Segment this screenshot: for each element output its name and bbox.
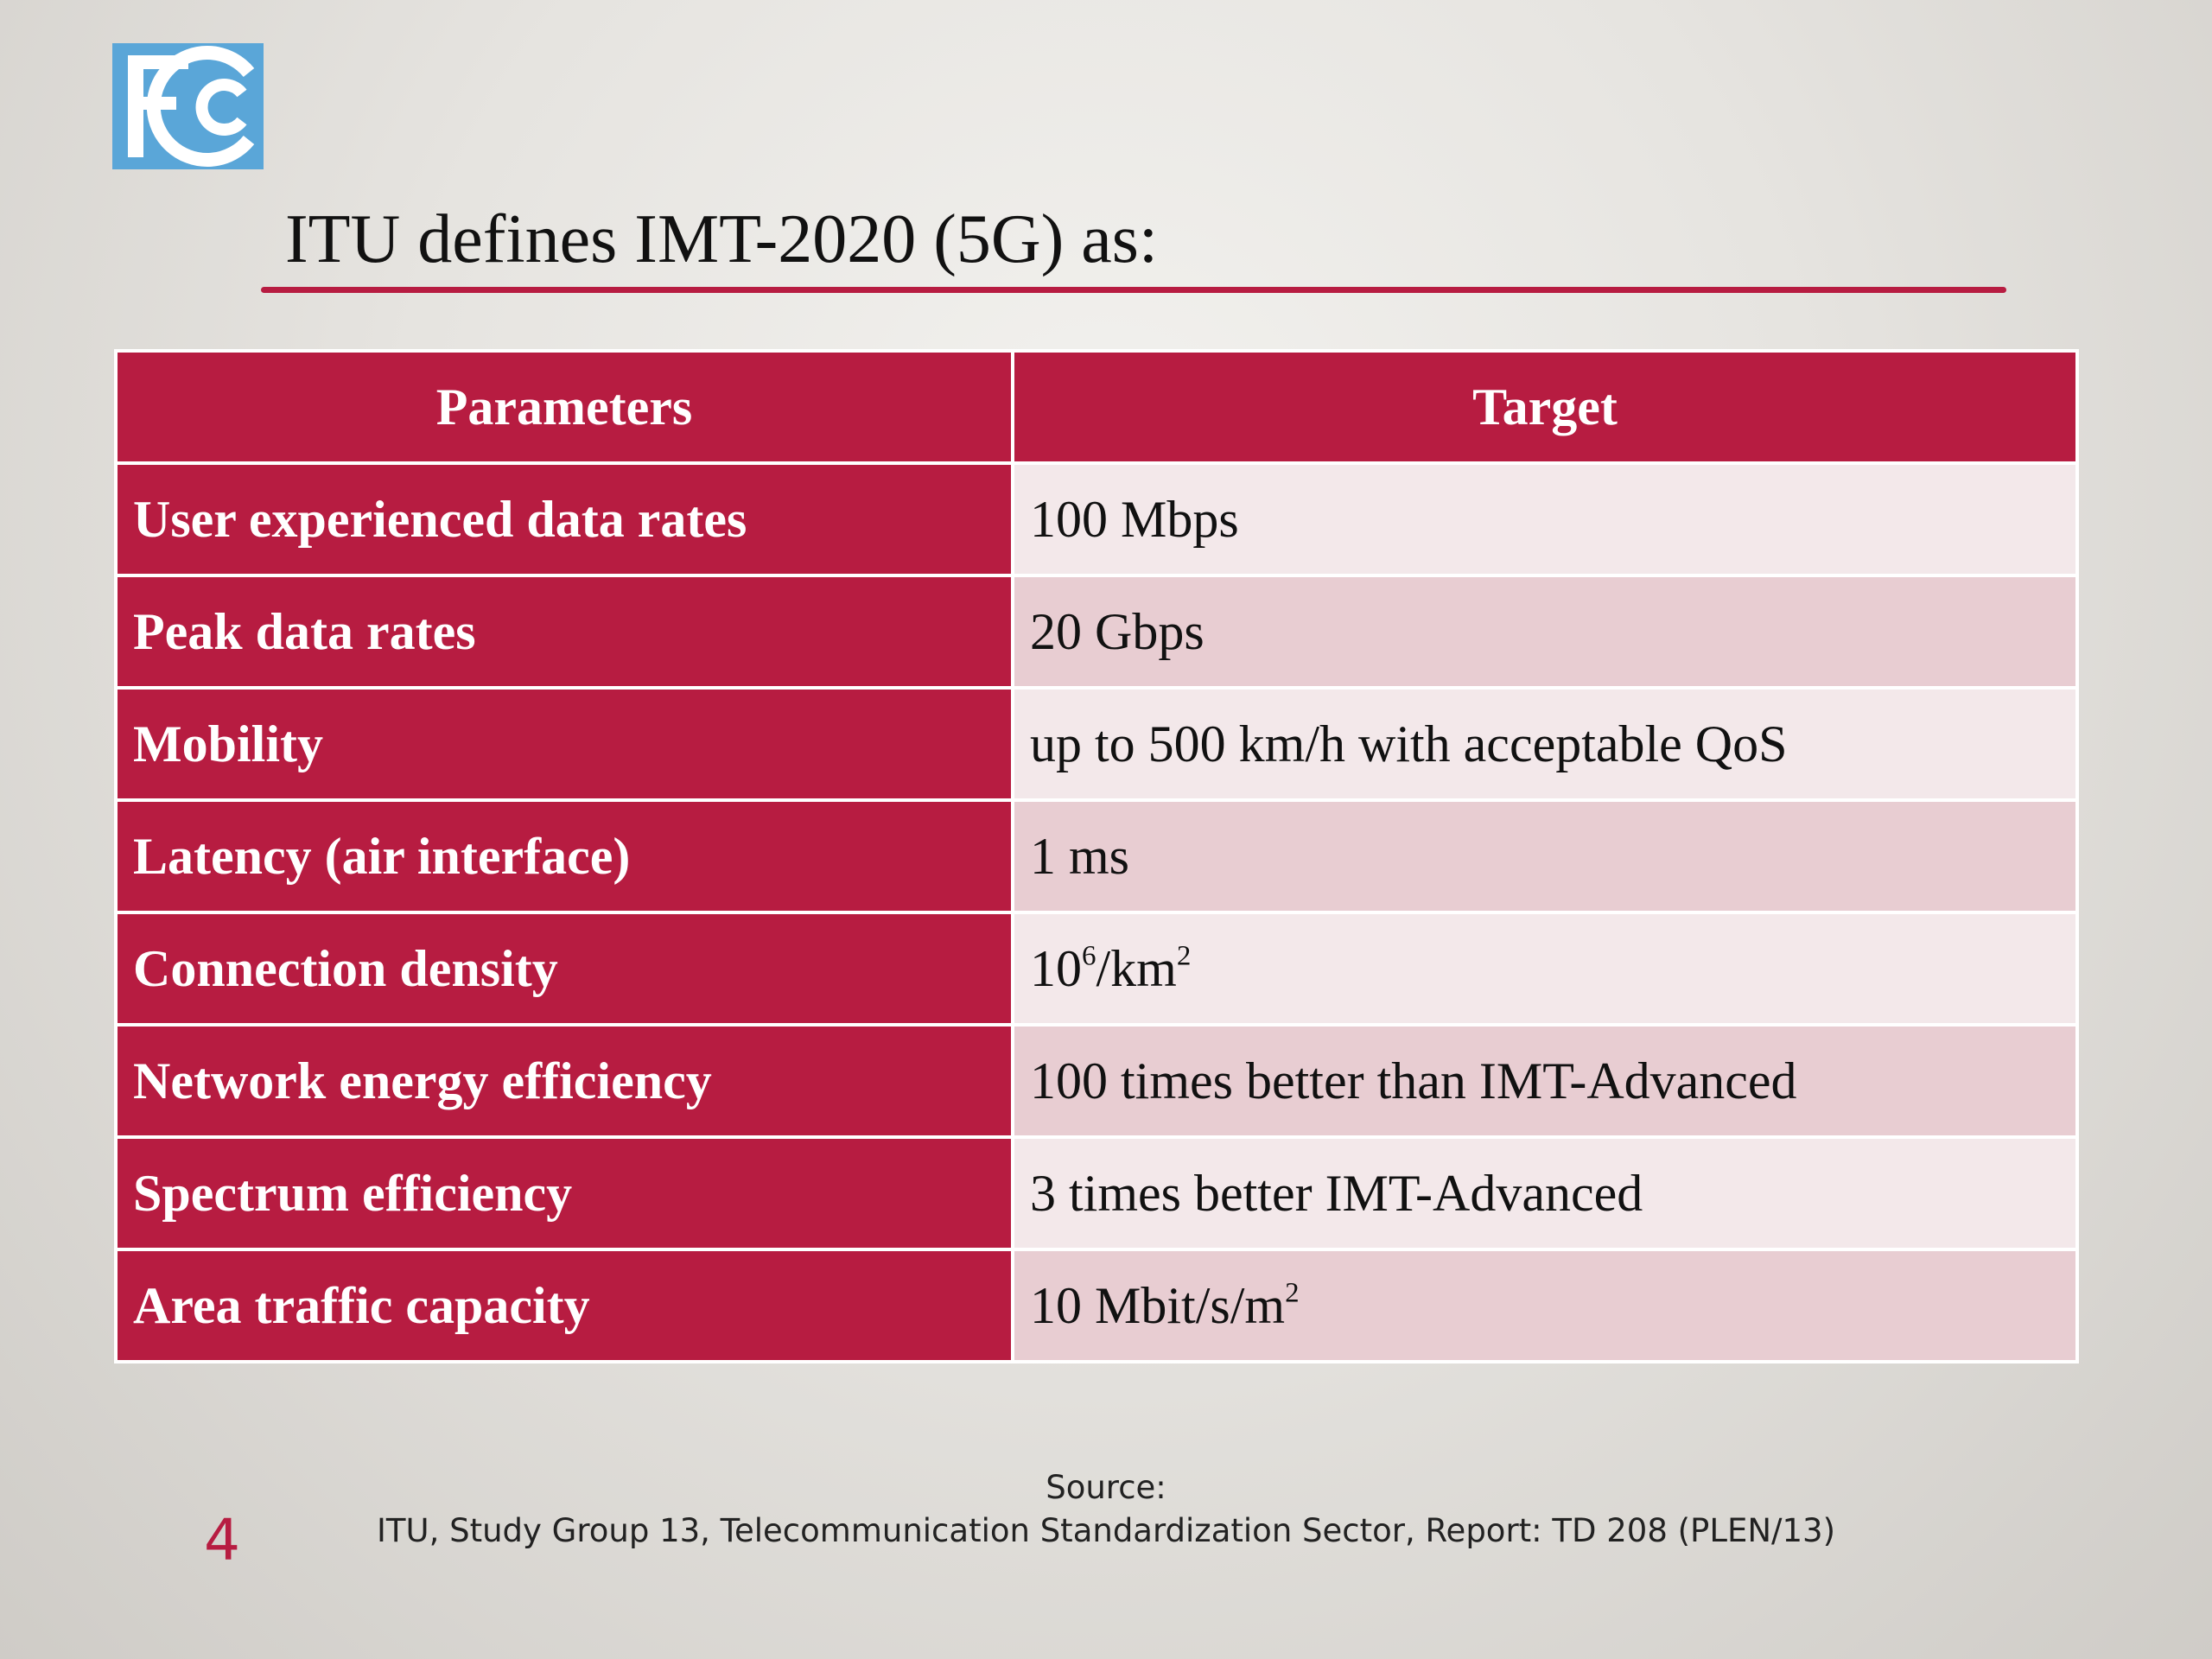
target-unit: /km [1096, 939, 1177, 997]
target-cell: 10 Mbit/s/m2 [1011, 1248, 2079, 1363]
source-reference: ITU, Study Group 13, Telecommunication S… [376, 1512, 1836, 1549]
page-number: 4 [204, 1507, 240, 1573]
table-row: Peak data rates 20 Gbps [114, 574, 2079, 690]
parameter-cell: User experienced data rates [114, 461, 1014, 577]
parameter-cell: Mobility [114, 686, 1014, 802]
parameter-cell: Latency (air interface) [114, 798, 1014, 914]
target-cell: 3 times better IMT-Advanced [1011, 1135, 2079, 1251]
target-cell: 100 times better than IMT-Advanced [1011, 1023, 2079, 1139]
slide-title: ITU defines IMT-2020 (5G) as: [285, 201, 1159, 277]
target-base: 10 [1030, 939, 1082, 997]
source-label: Source: [1046, 1469, 1166, 1506]
table-header-row: Parameters Target [114, 349, 2079, 465]
title-underline [261, 287, 2006, 293]
target-cell: up to 500 km/h with acceptable QoS [1011, 686, 2079, 802]
table-row: User experienced data rates 100 Mbps [114, 461, 2079, 577]
target-cell: 100 Mbps [1011, 461, 2079, 577]
parameter-cell: Peak data rates [114, 574, 1014, 690]
table-row: Connection density 106/km2 [114, 911, 2079, 1027]
header-parameters: Parameters [114, 349, 1014, 465]
header-target: Target [1011, 349, 2079, 465]
parameter-cell: Area traffic capacity [114, 1248, 1014, 1363]
table-row: Mobility up to 500 km/h with acceptable … [114, 686, 2079, 802]
imt2020-parameters-table: Parameters Target User experienced data … [114, 349, 2079, 1363]
table-row: Spectrum efficiency 3 times better IMT-A… [114, 1135, 2079, 1251]
table-row: Network energy efficiency 100 times bett… [114, 1023, 2079, 1139]
parameter-cell: Network energy efficiency [114, 1023, 1014, 1139]
target-cell: 20 Gbps [1011, 574, 2079, 690]
parameter-cell: Spectrum efficiency [114, 1135, 1014, 1251]
target-unit-exponent: 2 [1285, 1276, 1300, 1308]
target-unit-exponent: 2 [1176, 939, 1192, 971]
parameter-cell: Connection density [114, 911, 1014, 1027]
table-row: Area traffic capacity 10 Mbit/s/m2 [114, 1248, 2079, 1363]
target-base: 10 Mbit/s/m [1030, 1276, 1286, 1334]
fcc-logo-icon [112, 43, 264, 169]
table-row: Latency (air interface) 1 ms [114, 798, 2079, 914]
fcc-logo [112, 43, 264, 169]
target-exponent: 6 [1082, 939, 1096, 971]
target-cell: 1 ms [1011, 798, 2079, 914]
target-cell: 106/km2 [1011, 911, 2079, 1027]
